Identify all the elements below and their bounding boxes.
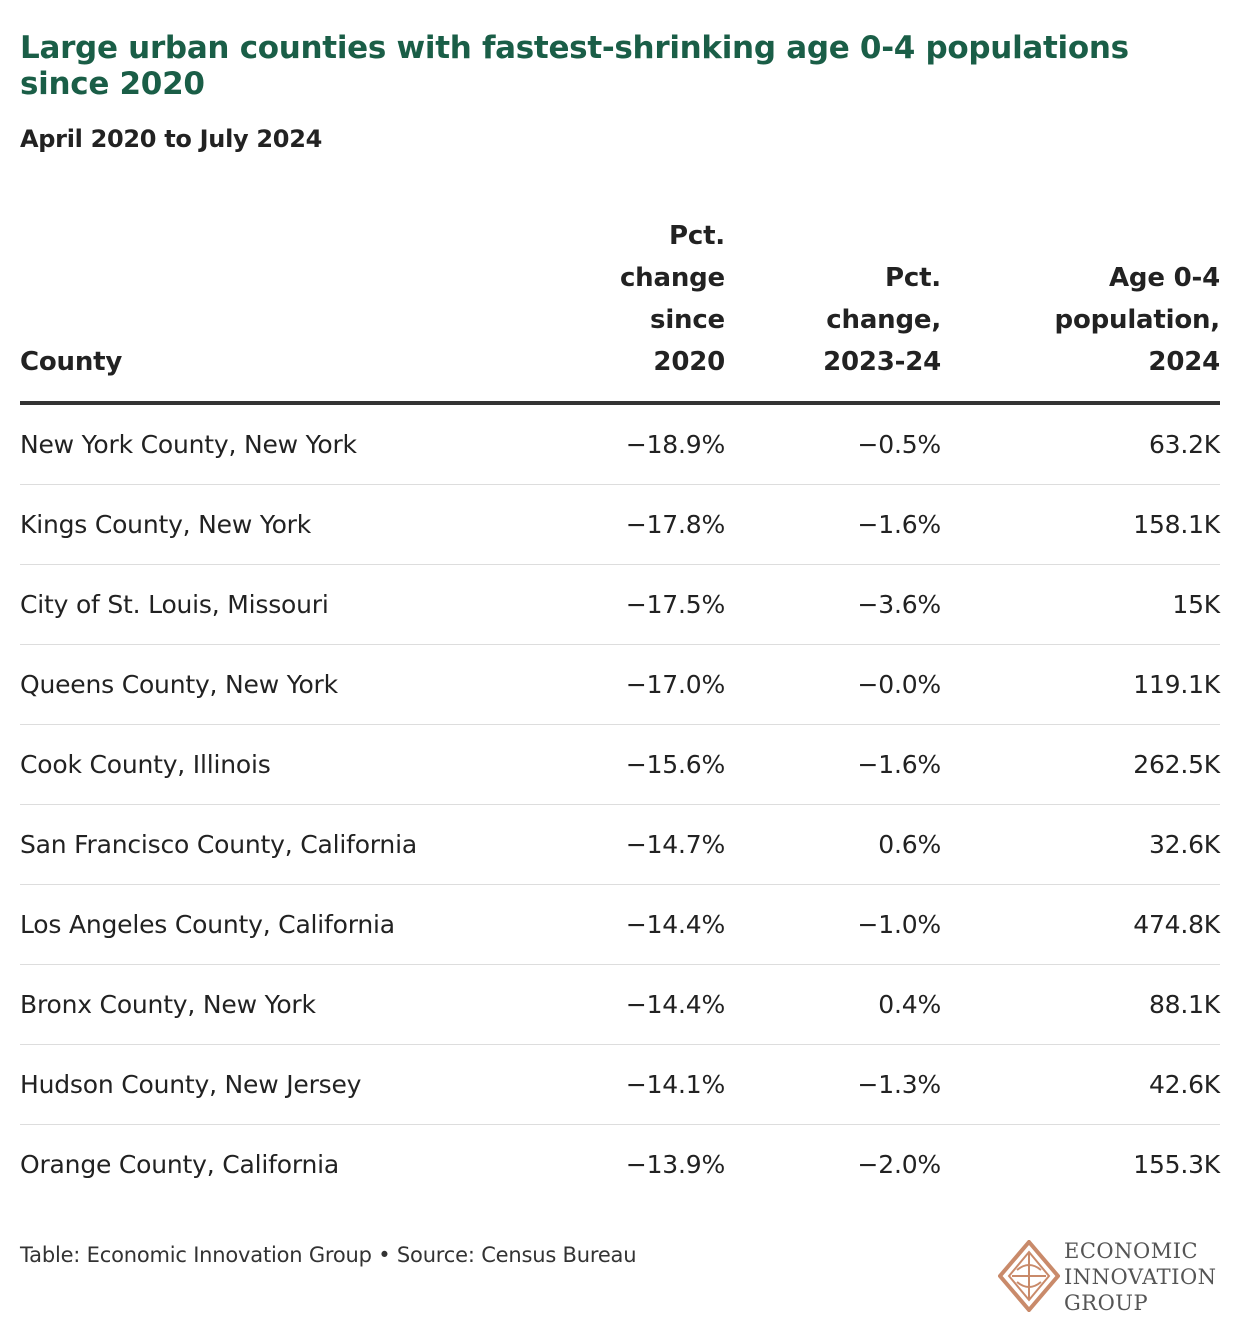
table-header: County Pct. change since 2020 Pct. change, 20… xyxy=(20,215,1221,405)
table-row: Los Angeles County, California −14.4% −1.0… xyxy=(20,884,1220,965)
cell-pct-change-since-2020: −17.0% xyxy=(504,644,725,725)
chart-title: Large urban counties with fastest-shrink… xyxy=(20,30,1129,102)
cell-age-0-4-population-2024: 32.6K xyxy=(941,804,1220,885)
table-row: City of St. Louis, Missouri −17.5% −3.6% 15… xyxy=(20,564,1220,645)
cell-county: Bronx County, New York xyxy=(20,964,504,1045)
cell-age-0-4-population-2024: 155.3K xyxy=(1133,1150,1220,1179)
cell-pct-change-since-2020: −13.9% xyxy=(625,1150,725,1179)
eig-diamond-logo-icon xyxy=(998,1240,1060,1312)
table-row: Queens County, New York −17.0% −0.0% 119.1K xyxy=(20,644,1220,725)
column-header-pct-change-since-2020: Pct. change since 2020 xyxy=(504,215,725,405)
column-header-pct-change-2023-24-label: Pct. change, 2023-24 xyxy=(823,263,941,377)
cell-pct-change-2023-24: −3.6% xyxy=(725,564,941,645)
column-header-county: County xyxy=(20,215,504,405)
cell-pct-change-2023-24: −1.6% xyxy=(725,724,941,805)
table-row: Hudson County, New Jersey −14.1% −1.3% 42.6… xyxy=(20,1044,1220,1125)
cell-age-0-4-population-2024: 15K xyxy=(941,564,1220,645)
cell-pct-change-2023-24: −1.0% xyxy=(725,884,941,965)
cell-county: Hudson County, New Jersey xyxy=(20,1044,504,1125)
logo-line: INNOVATION xyxy=(1064,1265,1217,1289)
table-row: New York County, New York −18.9% −0.5% 63.2… xyxy=(20,403,1220,485)
column-header-pct-change-since-2020-label: Pct. change since 2020 xyxy=(619,221,725,377)
cell-age-0-4-population-2024: 63.2K xyxy=(941,403,1220,485)
cell-pct-change-since-2020: −15.6% xyxy=(504,724,725,805)
table-row: Orange County, California −13.9% −2.0% 155.… xyxy=(20,1125,1220,1205)
cell-county: Cook County, Illinois xyxy=(20,724,504,805)
table-row: Cook County, Illinois −15.6% −1.6% 262.5K xyxy=(20,724,1220,805)
cell-pct-change-since-2020: −14.7% xyxy=(504,804,725,885)
cell-pct-change-since-2020: −17.8% xyxy=(504,484,725,565)
cell-pct-change-2023-24: −2.0% xyxy=(857,1150,942,1179)
cell-pct-change-2023-24: −1.3% xyxy=(725,1044,941,1125)
cell-pct-change-since-2020: −14.1% xyxy=(504,1044,725,1125)
cell-county: Orange County, California xyxy=(20,1150,339,1179)
logo-line: GROUP xyxy=(1064,1291,1149,1315)
table-header-row: County Pct. change since 2020 Pct. change, 20… xyxy=(20,215,1221,405)
cell-county: Queens County, New York xyxy=(20,644,504,725)
data-table: County Pct. change since 2020 Pct. change, 20… xyxy=(20,215,1220,1204)
chart-header: Large urban counties with fastest-shrink… xyxy=(20,30,1220,154)
cell-county: San Francisco County, California xyxy=(20,804,504,885)
chart-subtitle: April 2020 to July 2024 xyxy=(20,125,323,153)
table-row: Kings County, New York −17.8% −1.6% 158.1K xyxy=(20,484,1220,565)
cell-pct-change-since-2020: −18.9% xyxy=(504,403,725,485)
cell-pct-change-2023-24: 0.6% xyxy=(725,804,941,885)
table-row: San Francisco County, California −14.7% 0.… xyxy=(20,804,1220,885)
cell-pct-change-since-2020: −17.5% xyxy=(504,564,725,645)
cell-age-0-4-population-2024: 474.8K xyxy=(941,884,1220,965)
table-body: New York County, New York −18.9% −0.5% 63.2… xyxy=(20,403,1220,1204)
cell-pct-change-since-2020: −14.4% xyxy=(504,964,725,1045)
cell-county: Kings County, New York xyxy=(20,484,504,565)
column-header-age-0-4-population-2024-label: Age 0-4 population, 2024 xyxy=(1054,263,1221,377)
table-row: Bronx County, New York −14.4% 0.4% 88.1K xyxy=(20,964,1220,1045)
eig-logo-wordmark: ECONOMIC INNOVATION GROUP xyxy=(1064,1238,1217,1316)
cell-county: Los Angeles County, California xyxy=(20,884,504,965)
cell-county: City of St. Louis, Missouri xyxy=(20,564,504,645)
eig-logo: ECONOMIC INNOVATION GROUP xyxy=(998,1238,1228,1316)
cell-age-0-4-population-2024: 158.1K xyxy=(941,484,1220,565)
cell-age-0-4-population-2024: 262.5K xyxy=(941,724,1220,805)
cell-pct-change-2023-24: −1.6% xyxy=(725,484,941,565)
cell-pct-change-2023-24: −0.0% xyxy=(725,644,941,725)
logo-line: ECONOMIC xyxy=(1064,1239,1199,1263)
cell-pct-change-since-2020: −14.4% xyxy=(504,884,725,965)
cell-age-0-4-population-2024: 119.1K xyxy=(941,644,1220,725)
cell-pct-change-2023-24: 0.4% xyxy=(725,964,941,1045)
cell-pct-change-2023-24: −0.5% xyxy=(725,403,941,485)
source-footer: Table: Economic Innovation Group • Sourc… xyxy=(20,1243,637,1267)
cell-county: New York County, New York xyxy=(20,403,504,485)
column-header-age-0-4-population-2024: Age 0-4 population, 2024 xyxy=(941,215,1221,405)
column-header-pct-change-2023-24: Pct. change, 2023-24 xyxy=(725,215,941,405)
column-header-county-label: County xyxy=(20,347,123,377)
cell-age-0-4-population-2024: 42.6K xyxy=(941,1044,1220,1125)
cell-age-0-4-population-2024: 88.1K xyxy=(941,964,1220,1045)
